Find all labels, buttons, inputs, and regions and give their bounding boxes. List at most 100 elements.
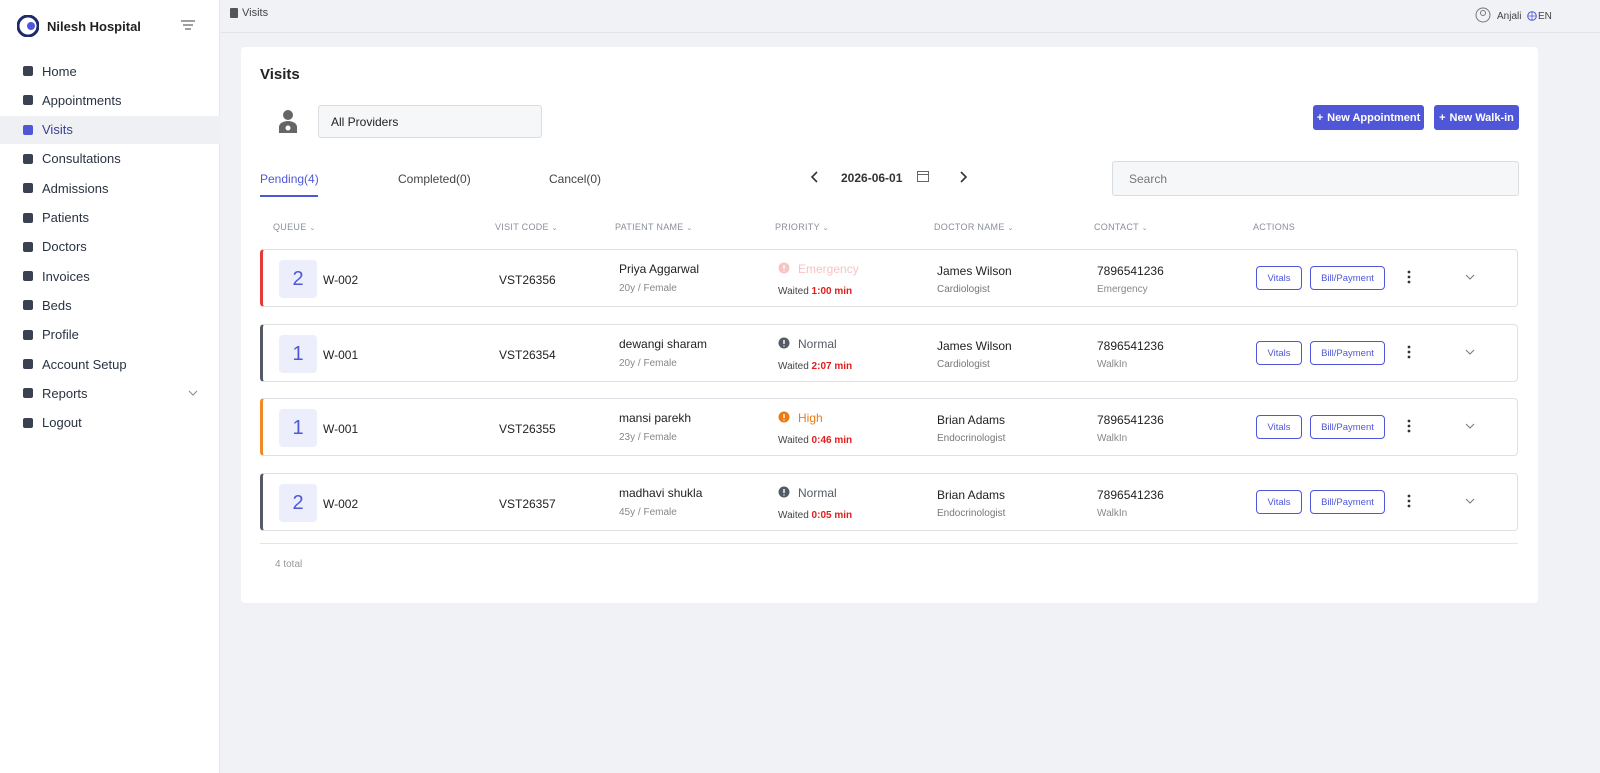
sidebar: Nilesh Hospital Home Appointments Visits…: [0, 0, 220, 773]
menu-item[interactable]: Beds: [0, 291, 220, 319]
waited-label: Waited: [778, 510, 809, 521]
page-title: Visits: [260, 66, 300, 83]
menu-icon: [23, 95, 33, 106]
menu-item[interactable]: Invoices: [0, 262, 220, 290]
search-input[interactable]: Search: [1112, 161, 1519, 196]
priority-icon: [778, 337, 790, 349]
column-header[interactable]: QUEUE ⌄: [273, 222, 316, 232]
menu-item[interactable]: Doctors: [0, 233, 220, 261]
language[interactable]: EN: [1538, 11, 1552, 22]
menu-item[interactable]: Consultations: [0, 145, 220, 173]
waited-label: Waited: [778, 361, 809, 372]
priority: Normal: [798, 337, 837, 351]
prev-date[interactable]: [811, 171, 819, 183]
more-menu[interactable]: [1407, 345, 1411, 359]
calendar-icon[interactable]: [917, 170, 929, 182]
menu-item[interactable]: Visits: [0, 115, 220, 144]
specialty: Cardiologist: [937, 359, 990, 370]
more-menu[interactable]: [1407, 270, 1411, 284]
menu-item[interactable]: Profile: [0, 321, 220, 349]
breadcrumb[interactable]: Visits: [242, 7, 269, 19]
queue-number: 1: [279, 335, 317, 373]
patient-details: 20y / Female: [619, 283, 677, 294]
button-label: New Walk-in: [1449, 111, 1514, 124]
date[interactable]: 2026-06-01: [841, 171, 903, 185]
expand-row[interactable]: [1465, 498, 1475, 504]
priority: High: [798, 411, 823, 425]
bill-payment-button[interactable]: Bill/Payment: [1310, 490, 1385, 514]
contact: 7896541236: [1097, 264, 1164, 278]
column-label: CONTACT: [1094, 222, 1139, 232]
new-walkin-button[interactable]: + New Walk-in: [1434, 105, 1519, 130]
menu-icon: [23, 212, 33, 223]
menu-icon: [23, 153, 33, 164]
next-date[interactable]: [959, 171, 967, 183]
tab-completed[interactable]: Completed(0): [398, 172, 471, 186]
patient-details: 45y / Female: [619, 507, 677, 518]
collapse-icon[interactable]: [181, 20, 195, 30]
brand[interactable]: Nilesh Hospital: [17, 15, 141, 37]
visit-row[interactable]: 2 W-002 VST26356 Priya Aggarwal 20y / Fe…: [260, 249, 1518, 307]
visit-row[interactable]: 1 W-001 VST26355 mansi parekh 23y / Fema…: [260, 398, 1518, 456]
queue-code: W-001: [323, 422, 359, 436]
doctor-name: James Wilson: [937, 339, 1012, 353]
queue-number: 2: [279, 260, 317, 298]
column-label: ACTIONS: [1253, 222, 1296, 232]
menu-label: Appointments: [42, 92, 122, 108]
bill-payment-button[interactable]: Bill/Payment: [1310, 341, 1385, 365]
menu-item[interactable]: Reports: [0, 379, 220, 407]
menu-icon: [23, 66, 33, 76]
column-header[interactable]: PATIENT NAME ⌄: [615, 222, 693, 232]
vitals-button[interactable]: Vitals: [1256, 415, 1302, 439]
doctor-name: Brian Adams: [937, 413, 1006, 427]
menu-label: Account Setup: [42, 356, 127, 372]
menu-label: Reports: [42, 385, 88, 401]
visit-type: WalkIn: [1097, 433, 1128, 444]
menu-label: Logout: [42, 415, 82, 431]
user-name[interactable]: Anjali: [1497, 11, 1522, 22]
more-menu[interactable]: [1407, 494, 1411, 508]
waited-time: 1:00 min: [811, 286, 853, 297]
visit-type: WalkIn: [1097, 508, 1128, 519]
more-menu[interactable]: [1407, 419, 1411, 433]
expand-row[interactable]: [1465, 423, 1475, 429]
menu-icon: [23, 271, 33, 282]
bill-payment-button[interactable]: Bill/Payment: [1310, 266, 1385, 290]
bill-payment-button[interactable]: Bill/Payment: [1310, 415, 1385, 439]
column-header[interactable]: CONTACT ⌄: [1094, 222, 1148, 232]
waited-label: Waited: [778, 286, 809, 297]
contact: 7896541236: [1097, 339, 1164, 353]
queue-code: W-001: [323, 348, 359, 362]
waited: Waited 1:00 min: [778, 286, 852, 297]
menu-item[interactable]: Patients: [0, 204, 220, 232]
column-label: DOCTOR NAME: [934, 222, 1005, 232]
tab-pending[interactable]: Pending(4): [260, 172, 319, 186]
contact: 7896541236: [1097, 413, 1164, 427]
waited-time: 0:46 min: [811, 435, 853, 446]
vitals-button[interactable]: Vitals: [1256, 341, 1302, 365]
visit-row[interactable]: 2 W-002 VST26357 madhavi shukla 45y / Fe…: [260, 473, 1518, 531]
menu-item[interactable]: Appointments: [0, 86, 220, 114]
topbar: Visits Anjali EN: [221, 0, 1600, 33]
expand-icon[interactable]: [188, 390, 198, 397]
waited-time: 2:07 min: [811, 361, 853, 372]
new-appointment-button[interactable]: + New Appointment: [1313, 105, 1424, 130]
vitals-button[interactable]: Vitals: [1256, 490, 1302, 514]
expand-row[interactable]: [1465, 349, 1475, 355]
menu-item[interactable]: Admissions: [0, 174, 220, 202]
menu-item[interactable]: Home: [0, 57, 220, 85]
provider-filter[interactable]: All Providers: [318, 105, 542, 138]
column-header[interactable]: PRIORITY ⌄: [775, 222, 829, 232]
visit-row[interactable]: 1 W-001 VST26354 dewangi sharam 20y / Fe…: [260, 324, 1518, 382]
menu-item[interactable]: Logout: [0, 409, 220, 437]
column-header[interactable]: DOCTOR NAME ⌄: [934, 222, 1014, 232]
vitals-button[interactable]: Vitals: [1256, 266, 1302, 290]
expand-row[interactable]: [1465, 274, 1475, 280]
visit-type: Emergency: [1097, 284, 1148, 295]
menu-item[interactable]: Account Setup: [0, 350, 220, 378]
contact: 7896541236: [1097, 488, 1164, 502]
patient-name: Priya Aggarwal: [619, 262, 700, 276]
patient-name: dewangi sharam: [619, 337, 708, 351]
tab-cancel[interactable]: Cancel(0): [549, 172, 602, 186]
column-header[interactable]: VISIT CODE ⌄: [495, 222, 558, 232]
